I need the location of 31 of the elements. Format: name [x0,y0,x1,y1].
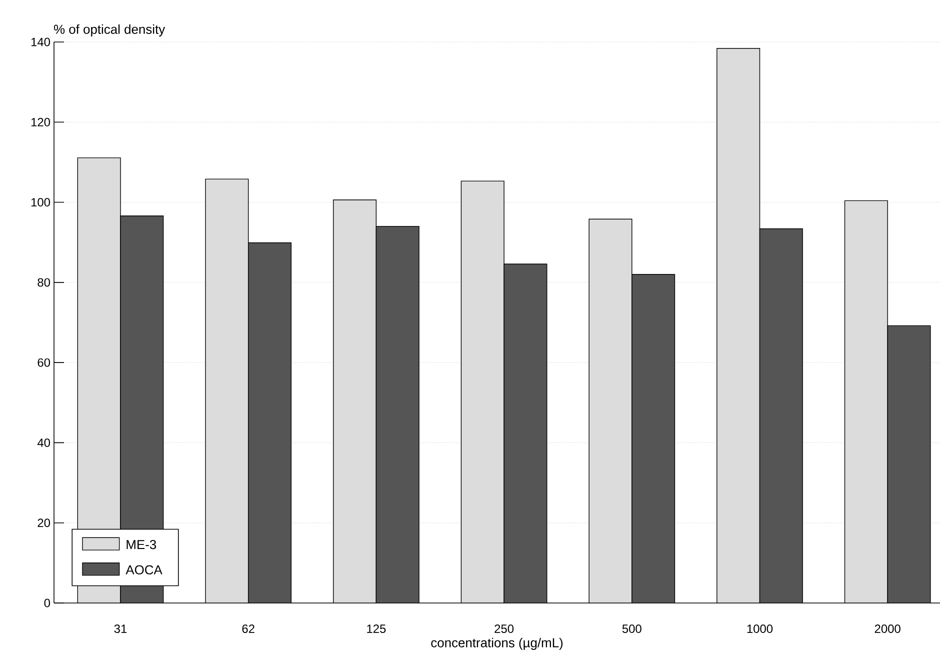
y-tick-label: 40 [37,438,50,447]
y-tick-label: 120 [31,118,50,126]
bar [716,48,760,603]
y-tick-label: 0 [44,598,50,608]
y-tick-label: 100 [31,198,50,207]
x-tick-label: 31 [114,624,127,633]
legend-label: ME-3 [126,540,156,550]
bar [333,200,376,603]
y-tick-label: 80 [38,278,50,287]
legend-label: AOCA [126,565,162,574]
x-tick-label: 1000 [747,624,773,633]
bar [461,181,504,603]
bar [206,179,248,603]
x-tick-label: 2000 [874,624,900,633]
x-tick-label: 500 [622,624,642,633]
y-tick-label: 60 [38,358,50,367]
x-axis-title: concentrations (µg/mL) [431,638,563,650]
bar [887,325,931,603]
bar [589,219,632,603]
y-axis-title: % of optical density [54,24,166,36]
bar [504,264,547,603]
bar [248,242,292,603]
x-tick-label: 250 [494,624,514,633]
x-tick-label: 62 [242,624,254,633]
x-tick-label: 125 [367,624,386,633]
bar [376,226,420,603]
bar [844,200,888,603]
bar [632,274,675,603]
bar [760,228,803,603]
y-tick-label: 20 [38,518,50,528]
y-tick-label: 140 [31,38,50,46]
